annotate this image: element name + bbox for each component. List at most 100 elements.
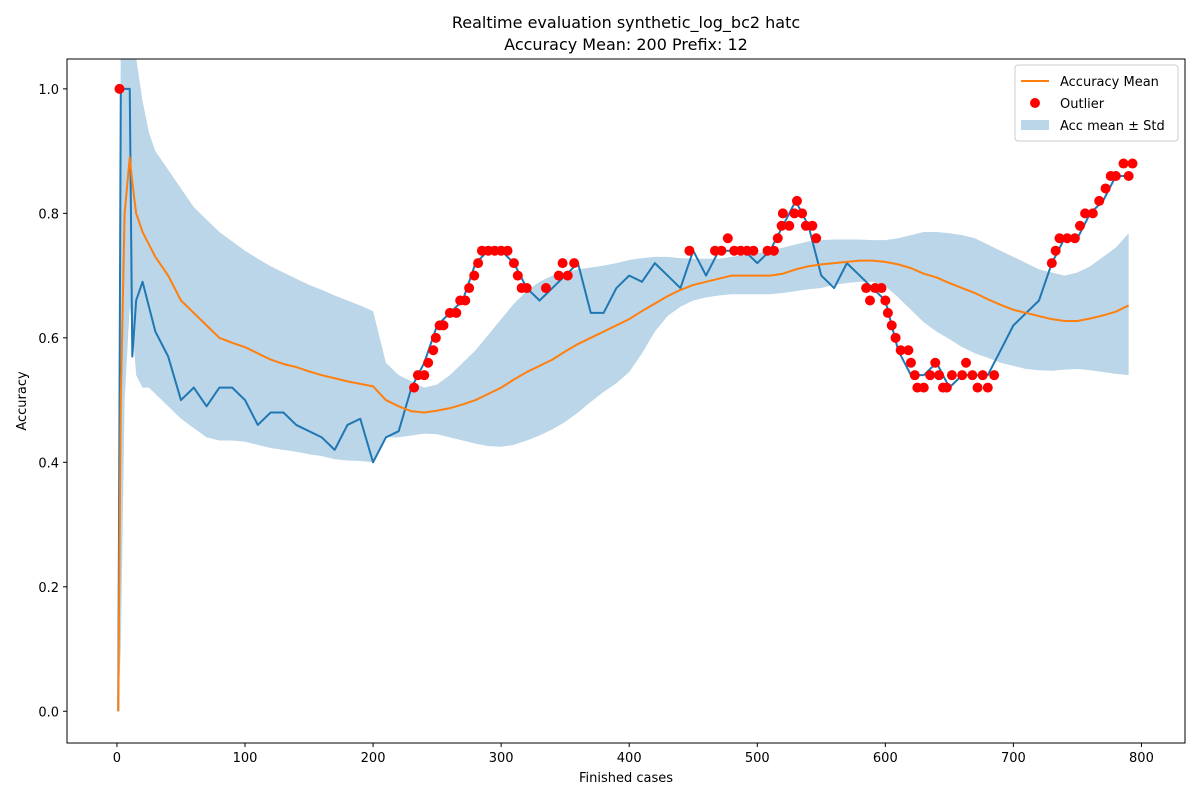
outlier-point bbox=[423, 357, 434, 368]
plot-area bbox=[114, 59, 1138, 712]
outlier-point bbox=[1100, 183, 1111, 194]
outlier-point bbox=[1127, 158, 1138, 169]
outlier-point bbox=[512, 270, 523, 281]
x-tick-label: 300 bbox=[489, 751, 514, 766]
y-tick-label: 0.6 bbox=[38, 332, 59, 347]
outlier-point bbox=[438, 320, 449, 331]
outlier-point bbox=[464, 283, 475, 294]
outlier-point bbox=[684, 245, 695, 256]
outlier-point bbox=[886, 320, 897, 331]
outlier-point bbox=[1087, 208, 1098, 219]
outlier-point bbox=[469, 270, 480, 281]
outlier-point bbox=[1123, 171, 1134, 182]
legend-swatch bbox=[1030, 98, 1040, 108]
outlier-point bbox=[460, 295, 471, 306]
outlier-point bbox=[419, 370, 430, 381]
x-tick-label: 400 bbox=[617, 751, 642, 766]
outlier-point bbox=[451, 307, 462, 318]
outlier-point bbox=[1110, 171, 1121, 182]
outlier-point bbox=[772, 233, 783, 244]
outlier-point bbox=[716, 245, 727, 256]
outlier-point bbox=[972, 382, 983, 393]
outlier-point bbox=[934, 370, 945, 381]
outlier-point bbox=[864, 295, 875, 306]
chart-title: Realtime evaluation synthetic_log_bc2 ha… bbox=[452, 13, 800, 33]
chart-subtitle: Accuracy Mean: 200 Prefix: 12 bbox=[504, 35, 748, 54]
outlier-point bbox=[553, 270, 564, 281]
outlier-point bbox=[428, 345, 439, 356]
outlier-point bbox=[508, 258, 519, 269]
y-tick-label: 0.0 bbox=[38, 705, 59, 720]
outlier-point bbox=[861, 283, 872, 294]
legend-swatch bbox=[1021, 120, 1049, 130]
outlier-point bbox=[473, 258, 484, 269]
y-tick-label: 0.8 bbox=[38, 207, 59, 222]
legend-label: Accuracy Mean bbox=[1060, 75, 1159, 90]
outlier-point bbox=[776, 220, 787, 231]
outlier-point bbox=[502, 245, 513, 256]
axes: 0 100 200 300 400 500 600 700 800 0.0 0.2 0.4 0.6 0.8… bbox=[38, 58, 1186, 766]
outlier-point bbox=[557, 258, 568, 269]
outlier-point bbox=[114, 83, 125, 94]
outlier-point bbox=[876, 283, 887, 294]
x-tick-label: 0 bbox=[113, 751, 121, 766]
y-tick-label: 1.0 bbox=[38, 83, 59, 98]
outlier-point bbox=[521, 283, 532, 294]
outlier-point bbox=[882, 307, 893, 318]
outlier-point bbox=[797, 208, 808, 219]
outlier-point bbox=[777, 208, 788, 219]
outlier-point bbox=[1062, 233, 1073, 244]
outlier-point bbox=[1054, 233, 1065, 244]
outlier-point bbox=[941, 382, 952, 393]
outlier-point bbox=[562, 270, 573, 281]
x-tick-label: 100 bbox=[233, 751, 258, 766]
x-tick-label: 800 bbox=[1129, 751, 1154, 766]
x-tick-label: 600 bbox=[873, 751, 898, 766]
outlier-point bbox=[961, 357, 972, 368]
outlier-point bbox=[540, 283, 551, 294]
outlier-point bbox=[957, 370, 968, 381]
legend-box bbox=[1014, 64, 1179, 142]
legend-label: Outlier bbox=[1060, 97, 1105, 112]
outlier-point bbox=[895, 345, 906, 356]
std-band bbox=[118, 59, 1129, 712]
x-tick-label: 700 bbox=[1001, 751, 1026, 766]
outlier-point bbox=[909, 370, 920, 381]
outlier-point bbox=[989, 370, 1000, 381]
outlier-point bbox=[789, 208, 800, 219]
outlier-point bbox=[905, 357, 916, 368]
outlier-point bbox=[982, 382, 993, 393]
y-tick-label: 0.4 bbox=[38, 456, 59, 471]
outlier-point bbox=[977, 370, 988, 381]
outlier-point bbox=[967, 370, 978, 381]
outlier-point bbox=[569, 258, 580, 269]
outlier-point bbox=[903, 345, 914, 356]
outlier-point bbox=[930, 357, 941, 368]
outlier-point bbox=[1080, 208, 1091, 219]
outlier-point bbox=[1118, 158, 1129, 169]
outlier-point bbox=[430, 332, 441, 343]
outlier-point bbox=[1050, 245, 1061, 256]
outlier-point bbox=[880, 295, 891, 306]
outlier-point bbox=[409, 382, 420, 393]
line bbox=[117, 156, 1130, 712]
outlier-point bbox=[1069, 233, 1080, 244]
outlier-point bbox=[807, 220, 818, 231]
x-tick-label: 200 bbox=[361, 751, 386, 766]
y-tick-label: 0.2 bbox=[38, 581, 59, 596]
y-axis-label: Accuracy bbox=[15, 371, 30, 431]
x-axis-label: Finished cases bbox=[579, 771, 673, 786]
outlier-point bbox=[768, 245, 779, 256]
outlier-point bbox=[811, 233, 822, 244]
outlier-point bbox=[1094, 195, 1105, 206]
x-tick-label: 500 bbox=[745, 751, 770, 766]
plot-frame bbox=[66, 58, 1186, 744]
outlier-point bbox=[890, 332, 901, 343]
outlier-point bbox=[946, 370, 957, 381]
outlier-point bbox=[1074, 220, 1085, 231]
outlier-point bbox=[748, 245, 759, 256]
legend-label: Acc mean ± Std bbox=[1060, 119, 1165, 134]
outlier-point bbox=[791, 195, 802, 206]
